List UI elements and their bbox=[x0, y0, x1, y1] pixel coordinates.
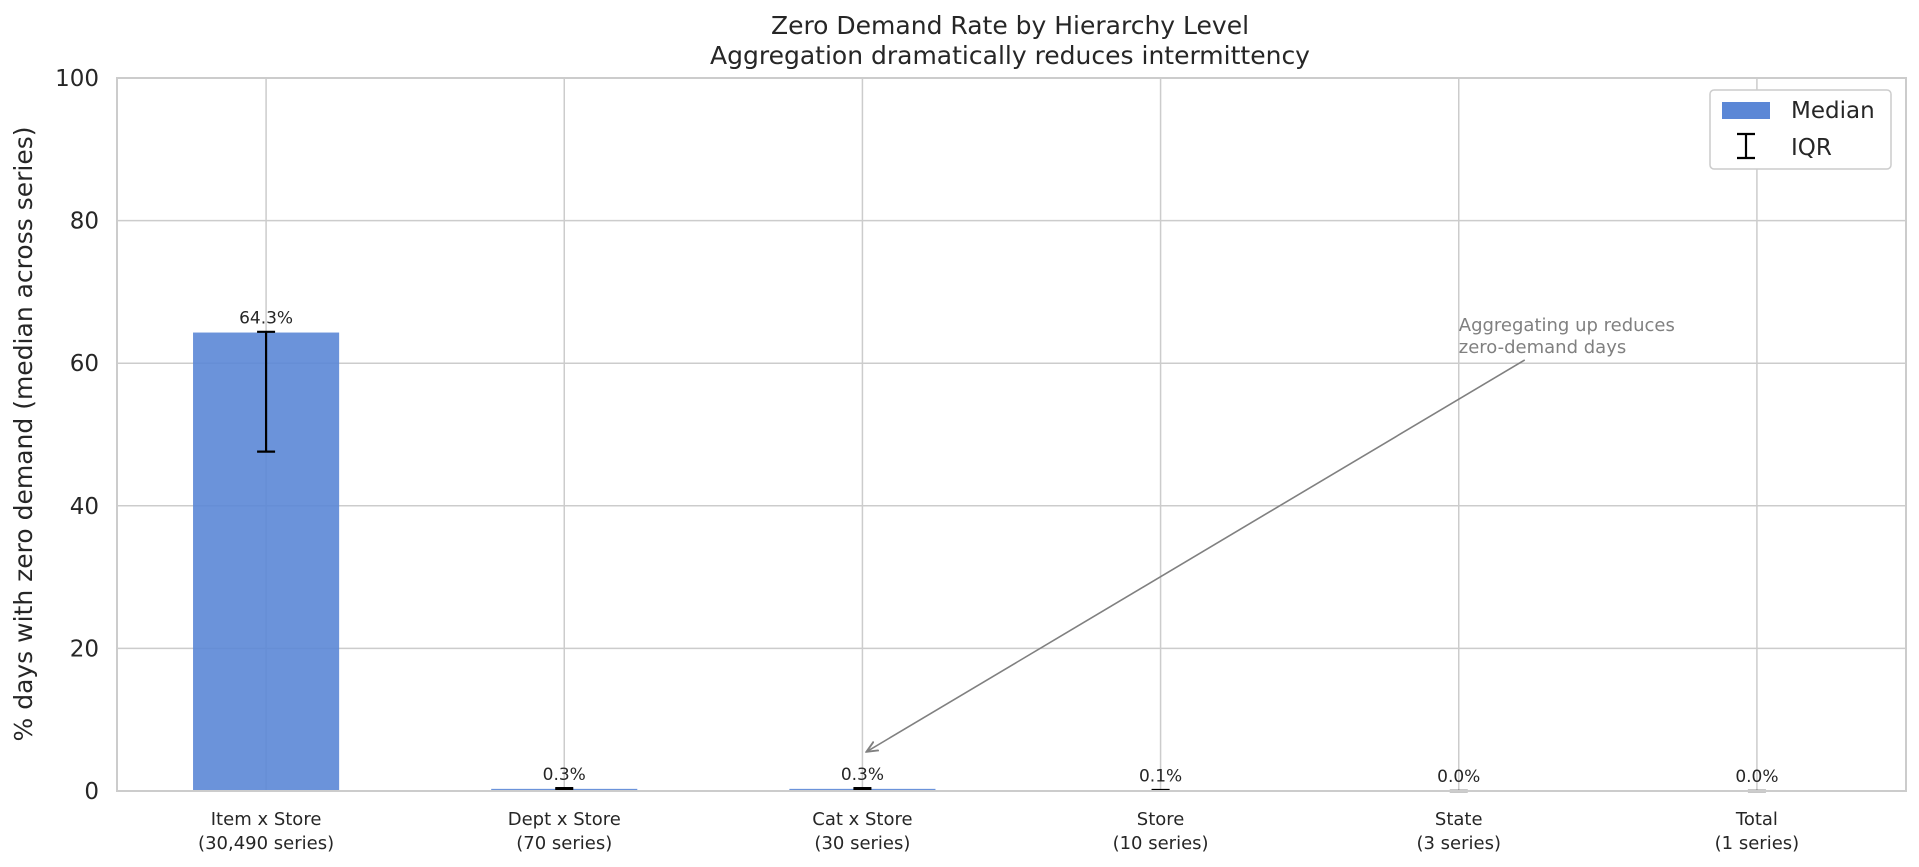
annotation-line: Aggregating up reduces bbox=[1459, 315, 1675, 336]
bar-layer bbox=[193, 332, 1830, 792]
x-tick-label: (30 series) bbox=[814, 833, 910, 854]
y-tick-label: 60 bbox=[70, 351, 99, 377]
x-tick-label: (30,490 series) bbox=[198, 833, 334, 854]
x-tick-label: (1 series) bbox=[1715, 833, 1800, 854]
y-tick-label: 0 bbox=[84, 779, 99, 805]
chart-title: Zero Demand Rate by Hierarchy Level bbox=[771, 11, 1249, 40]
annotation-text: Aggregating up reduces zero-demand days bbox=[1459, 315, 1675, 358]
x-tick-label: State bbox=[1435, 809, 1483, 830]
label-layer: 0 20 40 60 80 100 Item x Store (30,490 series) D… bbox=[55, 66, 1799, 854]
annotation-arrow bbox=[866, 359, 1526, 752]
legend-iqr-icon bbox=[1737, 132, 1755, 160]
x-tick-label: (70 series) bbox=[516, 833, 612, 854]
data-label: 0.0% bbox=[1437, 767, 1480, 787]
x-tick-label: Store bbox=[1137, 809, 1185, 830]
x-tick-label: Cat x Store bbox=[812, 809, 912, 830]
annotation-line: zero-demand days bbox=[1459, 337, 1626, 358]
y-tick-label: 20 bbox=[70, 636, 99, 662]
x-tick-label: (3 series) bbox=[1416, 833, 1501, 854]
y-tick-label: 100 bbox=[55, 66, 99, 92]
x-tick-label: Item x Store bbox=[211, 809, 322, 830]
iqr-error-bar bbox=[257, 330, 276, 453]
iqr-error-bar bbox=[555, 787, 574, 791]
data-label: 0.3% bbox=[543, 765, 586, 785]
x-tick-label: Dept x Store bbox=[508, 809, 621, 830]
legend-median-swatch bbox=[1722, 102, 1770, 119]
error-bar-layer bbox=[257, 330, 1766, 793]
grid-layer bbox=[117, 77, 1906, 792]
chart-subtitle: Aggregation dramatically reduces intermi… bbox=[710, 41, 1310, 70]
y-axis-label: % days with zero demand (median across s… bbox=[9, 127, 38, 742]
data-label: 64.3% bbox=[239, 309, 293, 329]
data-label: 0.1% bbox=[1139, 766, 1182, 786]
annotation-layer: Aggregating up reduces zero-demand days bbox=[866, 315, 1675, 752]
legend-median-label: Median bbox=[1791, 98, 1875, 124]
legend-iqr-label: IQR bbox=[1791, 135, 1832, 161]
data-label: 0.0% bbox=[1735, 767, 1778, 787]
iqr-error-bar bbox=[853, 787, 872, 791]
plot-frame bbox=[116, 77, 1907, 792]
legend: Median IQR bbox=[1709, 89, 1892, 170]
x-tick-label: (10 series) bbox=[1113, 833, 1209, 854]
data-label: 0.3% bbox=[841, 765, 884, 785]
y-tick-label: 40 bbox=[70, 494, 99, 520]
x-tick-label: Total bbox=[1735, 809, 1778, 830]
y-tick-label: 80 bbox=[70, 209, 99, 235]
